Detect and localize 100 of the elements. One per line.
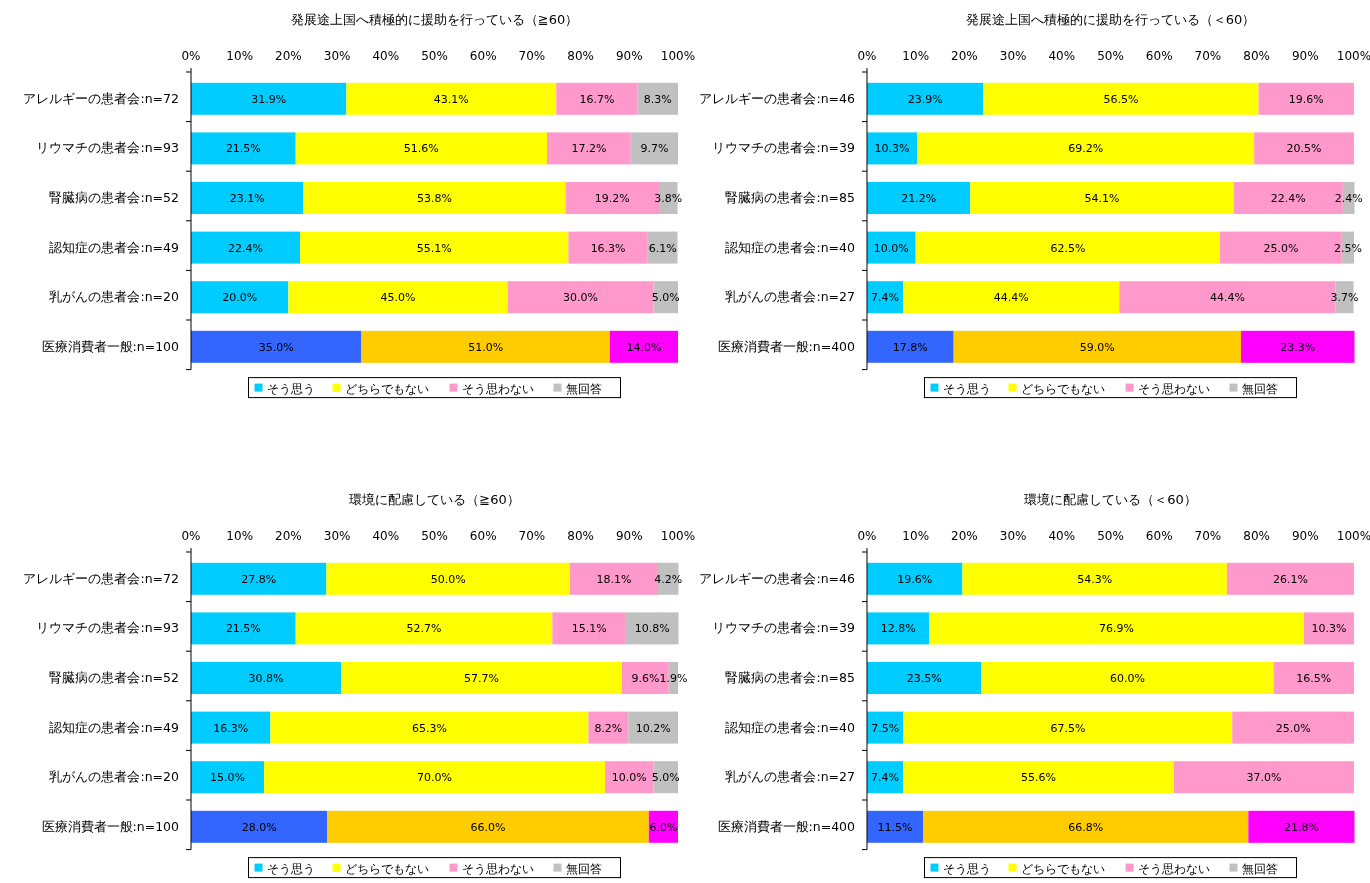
legend-label: 無回答 bbox=[565, 381, 602, 396]
chart-title: 発展途上国へ積極的に援助を行っている（≧60） bbox=[290, 12, 579, 27]
x-tick-label: 40% bbox=[1048, 49, 1076, 63]
bar bbox=[1273, 662, 1354, 694]
y-tick-label: 乳がんの患者会:n=20 bbox=[49, 769, 180, 785]
bar bbox=[191, 612, 296, 645]
x-tick-label: 40% bbox=[1048, 529, 1076, 543]
bar bbox=[903, 711, 1233, 744]
data-label: 6.1% bbox=[648, 241, 677, 255]
data-label: 21.5% bbox=[225, 142, 261, 156]
data-label: 66.0% bbox=[470, 820, 506, 834]
bar bbox=[361, 330, 610, 363]
data-label: 1.9% bbox=[659, 672, 688, 685]
bar bbox=[929, 612, 1304, 645]
legend-label: どちらでもない bbox=[1020, 861, 1105, 876]
x-tick-label: 100% bbox=[1336, 529, 1370, 543]
x-tick-label: 60% bbox=[469, 49, 497, 63]
data-label: 23.5% bbox=[906, 672, 942, 685]
x-tick-label: 90% bbox=[1291, 529, 1319, 543]
data-label: 44.4% bbox=[1209, 291, 1245, 305]
data-label: 23.3% bbox=[1280, 340, 1316, 354]
bar bbox=[867, 662, 982, 694]
x-tick-label: 0% bbox=[857, 529, 877, 543]
bar bbox=[1254, 132, 1354, 165]
data-label: 52.7% bbox=[406, 622, 442, 636]
x-tick-label: 30% bbox=[323, 49, 351, 63]
x-tick-label: 40% bbox=[372, 49, 400, 63]
y-tick-label: 乳がんの患者会:n=27 bbox=[725, 769, 855, 785]
x-tick-label: 60% bbox=[1145, 49, 1173, 63]
data-label: 7.4% bbox=[871, 771, 899, 785]
data-label: 65.3% bbox=[411, 721, 447, 735]
data-label: 19.2% bbox=[594, 192, 630, 205]
data-label: 66.8% bbox=[1068, 820, 1104, 834]
y-tick-label: 腎臓病の患者会:n=52 bbox=[49, 670, 179, 685]
legend-label: そう思う bbox=[942, 861, 991, 876]
bar bbox=[191, 330, 362, 363]
bar bbox=[556, 82, 638, 115]
bar bbox=[300, 231, 569, 264]
bar bbox=[346, 82, 557, 115]
bar bbox=[295, 132, 547, 165]
data-label: 7.5% bbox=[871, 721, 900, 735]
data-label: 4.2% bbox=[654, 572, 683, 586]
x-tick-label: 40% bbox=[372, 529, 400, 543]
x-tick-label: 50% bbox=[421, 529, 448, 543]
bar bbox=[327, 810, 649, 843]
x-tick-label: 80% bbox=[567, 49, 594, 63]
data-label: 6.0% bbox=[649, 820, 678, 834]
data-label: 10.3% bbox=[874, 142, 910, 156]
data-label: 2.4% bbox=[1334, 192, 1363, 205]
x-tick-label: 0% bbox=[857, 49, 877, 63]
data-label: 5.0% bbox=[651, 291, 680, 305]
bar bbox=[1232, 711, 1354, 744]
y-tick-label: アレルギーの患者会:n=46 bbox=[699, 90, 856, 106]
data-label: 50.0% bbox=[430, 572, 466, 586]
x-tick-label: 100% bbox=[660, 49, 696, 63]
data-label: 55.1% bbox=[416, 241, 452, 255]
x-tick-label: 100% bbox=[1336, 49, 1370, 63]
x-tick-label: 10% bbox=[902, 529, 930, 543]
bar bbox=[341, 662, 622, 694]
bar bbox=[903, 281, 1120, 314]
y-tick-label: 腎臓病の患者会:n=52 bbox=[49, 190, 179, 205]
data-label: 21.5% bbox=[225, 622, 261, 636]
bar bbox=[191, 662, 341, 694]
data-label: 9.6% bbox=[631, 672, 660, 685]
data-label: 22.4% bbox=[228, 241, 264, 255]
y-tick-label: アレルギーの患者会:n=72 bbox=[23, 570, 179, 586]
x-tick-label: 50% bbox=[1097, 529, 1124, 543]
bar bbox=[630, 132, 678, 165]
data-label: 3.7% bbox=[1330, 291, 1359, 305]
bar bbox=[191, 182, 304, 214]
data-label: 25.0% bbox=[1275, 721, 1311, 735]
y-tick-label: 認知症の患者会:n=49 bbox=[49, 239, 180, 255]
data-label: 23.9% bbox=[907, 92, 943, 106]
data-label: 21.8% bbox=[1283, 820, 1319, 834]
bar bbox=[867, 82, 984, 115]
y-tick-label: 医療消費者一般:n=400 bbox=[717, 818, 856, 834]
legend-label: どちらでもない bbox=[344, 861, 429, 876]
bar bbox=[1258, 82, 1354, 115]
bar bbox=[288, 281, 508, 314]
bar bbox=[270, 711, 589, 744]
bar bbox=[628, 711, 678, 744]
data-label: 15.0% bbox=[210, 771, 245, 785]
x-tick-label: 20% bbox=[275, 529, 302, 543]
y-tick-label: 認知症の患者会:n=40 bbox=[725, 719, 856, 735]
x-tick-label: 20% bbox=[951, 529, 978, 543]
data-label: 51.0% bbox=[468, 340, 504, 354]
legend-label: そう思わない bbox=[461, 861, 534, 876]
data-label: 45.0% bbox=[380, 291, 416, 305]
data-label: 28.0% bbox=[241, 820, 277, 834]
bar bbox=[191, 82, 347, 115]
data-label: 44.4% bbox=[993, 291, 1029, 305]
x-tick-label: 10% bbox=[226, 529, 254, 543]
data-label: 69.2% bbox=[1068, 142, 1104, 156]
legend-label: 無回答 bbox=[1241, 381, 1278, 396]
x-tick-label: 60% bbox=[1145, 529, 1173, 543]
data-label: 19.6% bbox=[897, 572, 933, 586]
data-label: 7.4% bbox=[871, 291, 899, 305]
bar bbox=[191, 711, 271, 744]
data-label: 12.8% bbox=[880, 622, 916, 636]
bar bbox=[609, 330, 678, 363]
